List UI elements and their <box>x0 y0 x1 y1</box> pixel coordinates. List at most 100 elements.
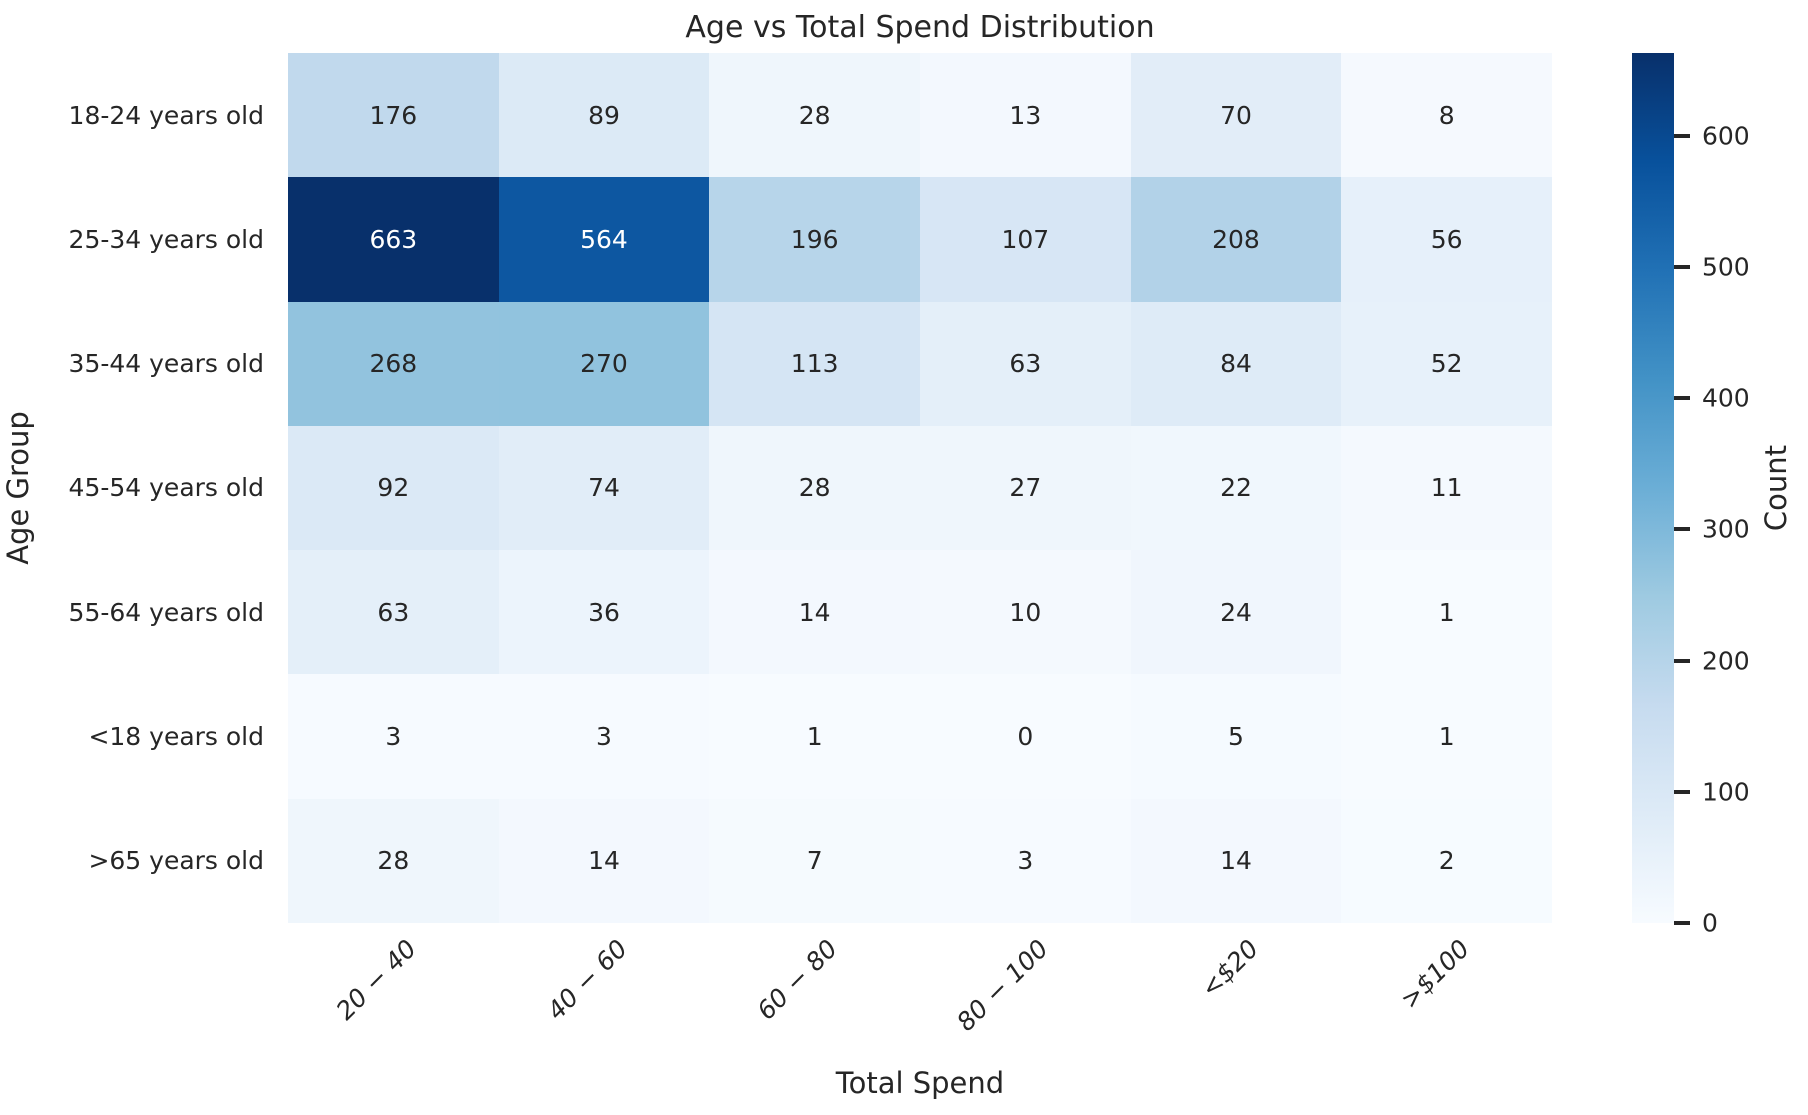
heatmap-cell-value: 89 <box>588 100 620 130</box>
y-tick-label: <18 years old <box>88 722 264 752</box>
heatmap-cell: 92 <box>288 425 499 551</box>
heatmap-cell-value: 3 <box>385 722 402 752</box>
colorbar-tick-label: 0 <box>1702 908 1718 938</box>
heatmap-cell: 24 <box>1130 550 1342 675</box>
x-tick-label: 60 − 80 <box>751 934 844 1026</box>
heatmap-cell: 564 <box>498 177 710 302</box>
y-tick-label: 55-64 years old <box>68 597 264 627</box>
x-tick-label: 40 − 60 <box>540 934 633 1026</box>
heatmap-cell-value: 56 <box>1430 224 1463 254</box>
x-tick-label: >$100 <box>1394 934 1476 1015</box>
heatmap-cell: 107 <box>920 177 1131 302</box>
heatmap-cell-value: 0 <box>1017 722 1034 752</box>
colorbar-tick-label: 300 <box>1702 514 1750 544</box>
heatmap-cell-value: 63 <box>377 597 410 627</box>
heatmap-cell: 2 <box>1341 798 1552 923</box>
heatmap-cell-value: 1 <box>1438 597 1455 627</box>
heatmap-cell: 1 <box>1341 550 1552 675</box>
heatmap-cell-value: 270 <box>580 349 628 379</box>
heatmap-cell-value: 663 <box>369 224 418 254</box>
heatmap-cell-value: 2 <box>1438 846 1455 876</box>
heatmap-cell: 176 <box>288 53 499 178</box>
x-axis-label: Total Spend <box>835 1066 1005 1100</box>
colorbar-tick-label: 500 <box>1702 252 1750 282</box>
heatmap-cell: 52 <box>1341 301 1552 426</box>
colorbar <box>1632 53 1674 923</box>
heatmap-cell: 70 <box>1130 53 1342 178</box>
heatmap-cell: 63 <box>288 550 499 675</box>
colorbar-tick-mark <box>1674 527 1690 532</box>
heatmap-cell: 14 <box>1130 798 1342 923</box>
heatmap-cell-value: 28 <box>377 846 410 876</box>
heatmap-cell-value: 268 <box>369 349 418 379</box>
heatmap-cell-value: 5 <box>1228 722 1244 752</box>
heatmap-cell-value: 22 <box>1220 473 1252 503</box>
heatmap-cell-value: 63 <box>1009 349 1042 379</box>
x-tick-label: 20 − 40 <box>330 934 422 1026</box>
heatmap-cell: 5 <box>1130 674 1342 799</box>
heatmap-cell: 89 <box>498 53 710 178</box>
heatmap-cell: 27 <box>920 425 1131 551</box>
heatmap-cell-value: 196 <box>790 224 839 254</box>
heatmap-cell-value: 14 <box>588 846 620 876</box>
y-tick-label: 18-24 years old <box>68 100 264 130</box>
heatmap-cell-value: 7 <box>806 846 823 876</box>
y-axis-label: Age Group <box>1 411 35 565</box>
colorbar-tick-mark <box>1674 133 1690 138</box>
heatmap-cell: 22 <box>1130 425 1342 551</box>
heatmap-cell: 268 <box>288 301 499 426</box>
heatmap-cell: 3 <box>498 674 710 799</box>
heatmap-cell-value: 27 <box>1009 473 1042 503</box>
heatmap-cell-value: 14 <box>798 597 831 627</box>
heatmap-cell: 113 <box>709 301 920 426</box>
heatmap-grid: 176 89 28 13 70 8 663 564 196 107 208 56 268 270 113 63… <box>288 53 1552 923</box>
heatmap-cell-value: 28 <box>798 473 831 503</box>
heatmap-cell-value: 84 <box>1220 349 1252 379</box>
y-axis-tick-labels: 18-24 years old 25-34 years old 35-44 year… <box>0 53 264 923</box>
colorbar-tick-label: 200 <box>1702 646 1750 676</box>
colorbar-tick-mark <box>1674 264 1690 269</box>
heatmap-cell-value: 208 <box>1212 224 1260 254</box>
heatmap-cell-value: 3 <box>596 722 612 752</box>
colorbar-label: Count <box>1759 444 1793 532</box>
heatmap-cell-value: 176 <box>369 100 418 130</box>
heatmap-cell: 14 <box>498 798 710 923</box>
colorbar-tick-label: 400 <box>1702 383 1750 413</box>
heatmap-cell-value: 107 <box>1001 224 1050 254</box>
heatmap-cell: 56 <box>1341 177 1552 302</box>
heatmap-cell-value: 3 <box>1017 846 1034 876</box>
heatmap-cell: 74 <box>498 425 710 551</box>
heatmap-cell: 8 <box>1341 53 1552 178</box>
y-tick-label: 35-44 years old <box>68 349 264 379</box>
y-tick-label: >65 years old <box>88 846 264 876</box>
colorbar-tick-label: 600 <box>1702 121 1750 151</box>
heatmap-cell: 10 <box>920 550 1131 675</box>
y-tick-label: 45-54 years old <box>68 473 264 503</box>
chart-title: Age vs Total Spend Distribution <box>685 10 1155 45</box>
heatmap-cell-value: 1 <box>806 722 823 752</box>
heatmap-cell-value: 564 <box>580 224 628 254</box>
colorbar-tick-mark <box>1674 396 1690 401</box>
heatmap-cell: 13 <box>920 53 1131 178</box>
heatmap-cell-value: 1 <box>1438 722 1455 752</box>
colorbar-tick-mark <box>1674 921 1690 925</box>
heatmap-cell: 28 <box>709 53 920 178</box>
heatmap-cell: 270 <box>498 301 710 426</box>
heatmap-cell-value: 70 <box>1220 100 1252 130</box>
y-tick-label: 25-34 years old <box>68 224 264 254</box>
heatmap-cell: 663 <box>288 177 499 302</box>
heatmap-cell-value: 10 <box>1009 597 1042 627</box>
heatmap-cell: 208 <box>1130 177 1342 302</box>
heatmap-cell: 7 <box>709 798 920 923</box>
colorbar-tick-label: 100 <box>1702 777 1750 807</box>
heatmap-cell: 36 <box>498 550 710 675</box>
heatmap-cell-value: 113 <box>790 349 839 379</box>
heatmap-cell: 28 <box>288 798 499 923</box>
heatmap-cell: 196 <box>709 177 920 302</box>
heatmap-cell: 28 <box>709 425 920 551</box>
heatmap-cell-value: 13 <box>1009 100 1042 130</box>
heatmap-cell: 1 <box>709 674 920 799</box>
x-tick-label: <$20 <box>1195 934 1265 1004</box>
heatmap-cell: 11 <box>1341 425 1552 551</box>
